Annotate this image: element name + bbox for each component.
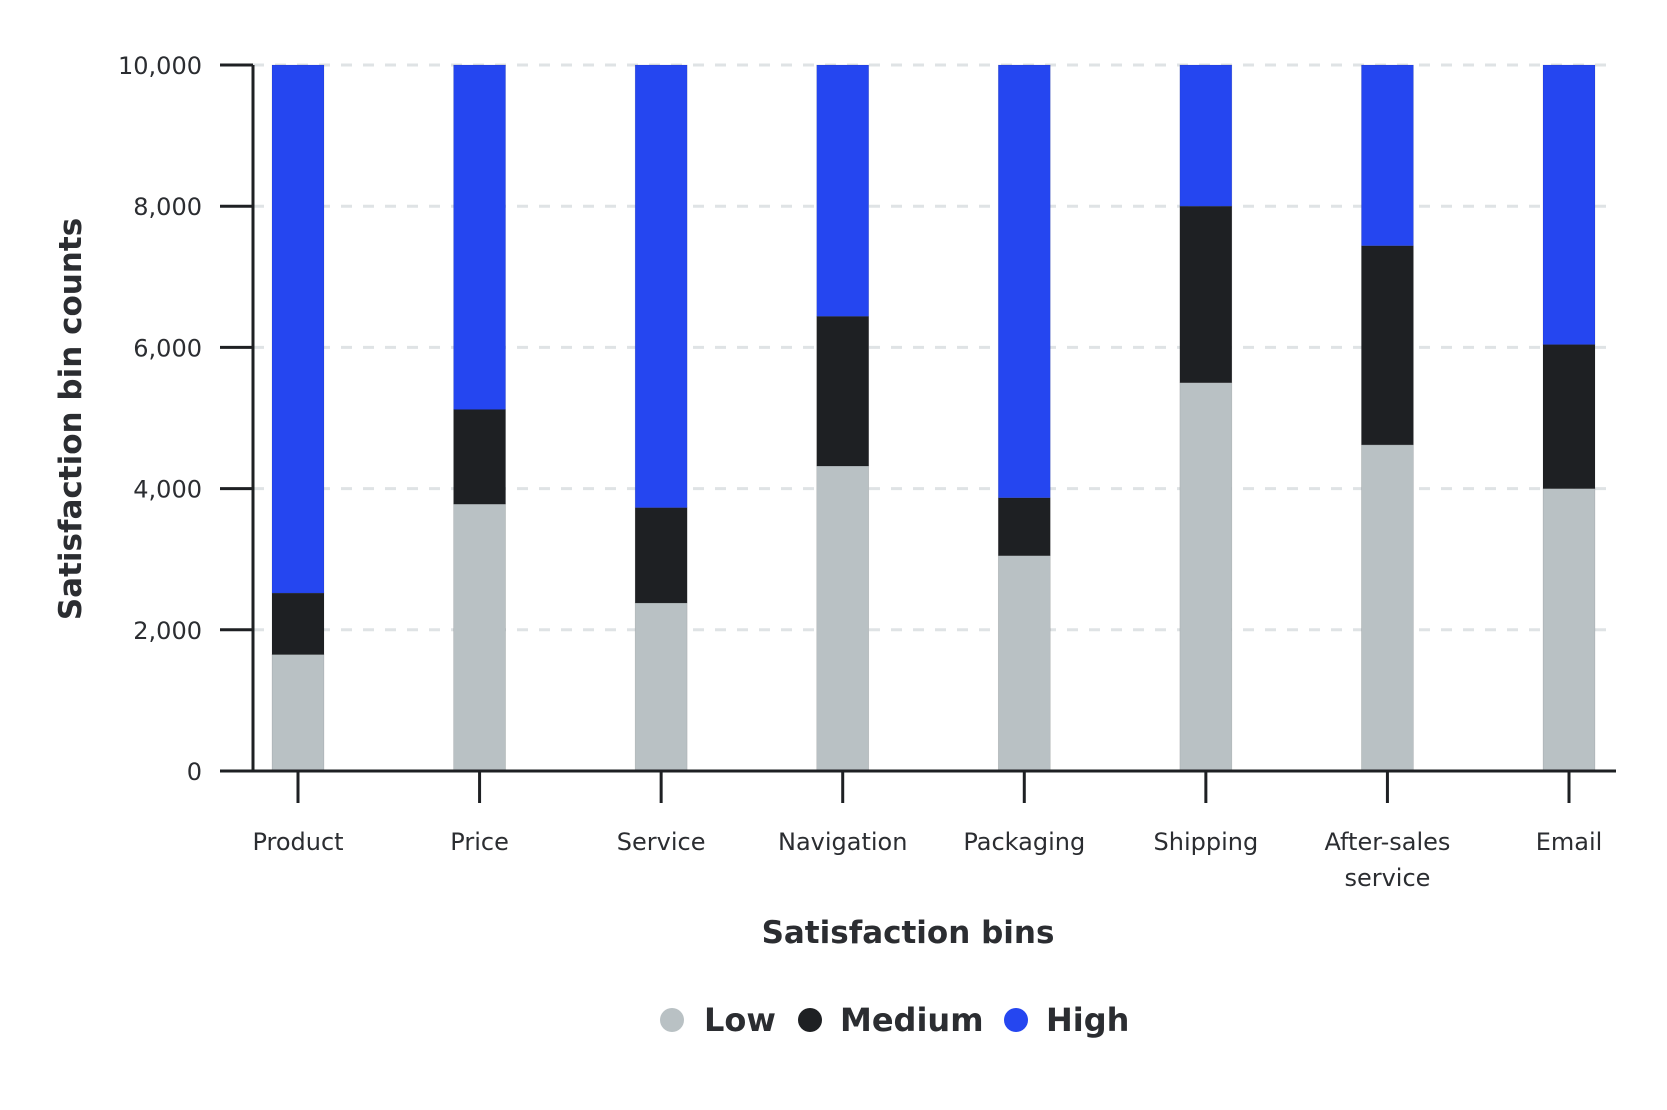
bar-segment-high [634,64,688,508]
x-axis-title: Satisfaction bins [762,915,1055,951]
bar-segment-medium [271,592,325,655]
x-tick-label: Navigation [778,828,907,856]
bar-segment-low [634,602,688,772]
legend-label-medium: Medium [840,1001,984,1039]
bar-segment-medium [816,316,870,467]
legend-swatch-medium [798,1008,822,1032]
legend-label-high: High [1046,1001,1129,1039]
legend-swatch-high [1004,1008,1028,1032]
bar-segment-high [271,64,325,594]
bar-segment-low [1179,382,1233,772]
x-tick-label: Packaging [963,828,1085,856]
bar-segment-medium [634,507,688,604]
bar-segment-high [816,64,870,317]
bar-segment-high [453,64,506,410]
y-axis-title: Satisfaction bin counts [53,218,89,620]
x-tick-label: Service [617,828,706,856]
x-tick-label: Product [252,828,343,856]
y-tick-label: 6,000 [133,334,202,362]
bar-segment-high [1179,64,1233,207]
x-tick-label: Price [450,828,509,856]
bar-segment-high [1542,64,1596,345]
x-tick-label: Shipping [1154,828,1259,856]
y-tick-label: 0 [187,758,202,786]
bar-segment-medium [1542,344,1596,489]
y-tick-label: 4,000 [133,476,202,504]
axes [220,63,1616,803]
bar-segment-high [1361,64,1414,247]
bar-segment-medium [1179,205,1233,383]
bar-segment-low [1361,444,1414,772]
x-tick-label: After-sales service [1324,828,1450,892]
y-tick-label: 10,000 [118,52,202,80]
x-tick-labels: Product Price Service Navigation Packaging Sh… [252,828,1602,892]
bars [271,64,1596,772]
bar-segment-low [453,503,506,772]
bar-segment-medium [997,497,1051,556]
y-tick-label: 2,000 [133,617,202,645]
bar-segment-low [997,555,1051,772]
y-tick-labels: 0 2,000 4,000 6,000 8,000 10,000 [118,52,202,786]
x-tick-label: Email [1536,828,1603,856]
legend: Low Medium High [660,1001,1129,1039]
legend-swatch-low [660,1008,684,1032]
legend-label-low: Low [704,1001,776,1039]
bar-segment-low [271,654,325,772]
bar-segment-high [997,64,1051,499]
y-tick-label: 8,000 [133,193,202,221]
bar-segment-medium [453,409,506,505]
bar-segment-low [816,465,870,772]
bar-segment-low [1542,488,1596,772]
bar-segment-medium [1361,245,1414,446]
